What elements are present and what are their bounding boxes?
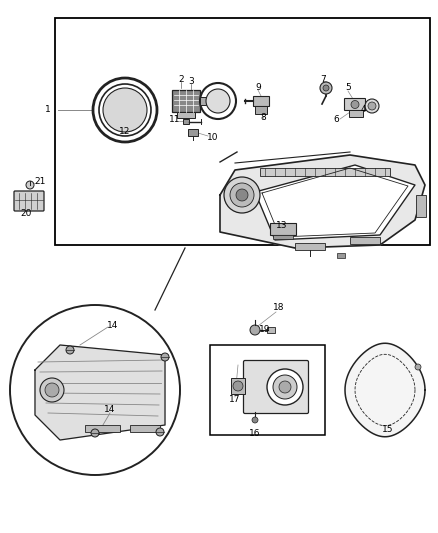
Polygon shape	[345, 343, 425, 437]
FancyBboxPatch shape	[177, 112, 195, 118]
FancyBboxPatch shape	[416, 195, 426, 217]
Text: 10: 10	[207, 133, 219, 142]
Circle shape	[230, 183, 254, 207]
FancyBboxPatch shape	[244, 360, 308, 414]
FancyBboxPatch shape	[85, 425, 120, 432]
FancyBboxPatch shape	[337, 253, 345, 258]
Text: 21: 21	[34, 176, 46, 185]
Circle shape	[156, 428, 164, 436]
Circle shape	[368, 102, 376, 110]
Circle shape	[99, 84, 151, 136]
Circle shape	[279, 381, 291, 393]
Circle shape	[206, 89, 230, 113]
Circle shape	[252, 417, 258, 423]
Text: 5: 5	[345, 84, 351, 93]
FancyBboxPatch shape	[267, 327, 275, 333]
FancyBboxPatch shape	[210, 345, 325, 435]
Text: 20: 20	[20, 209, 32, 219]
Circle shape	[91, 429, 99, 437]
Circle shape	[40, 378, 64, 402]
Circle shape	[224, 177, 260, 213]
Text: 2: 2	[178, 76, 184, 85]
FancyBboxPatch shape	[130, 425, 160, 432]
Text: 17: 17	[229, 394, 241, 403]
Text: 8: 8	[260, 114, 266, 123]
Text: 19: 19	[259, 325, 271, 334]
Polygon shape	[35, 345, 165, 440]
Text: 1: 1	[45, 106, 51, 115]
Circle shape	[103, 88, 147, 132]
FancyBboxPatch shape	[200, 97, 210, 105]
Circle shape	[161, 353, 169, 361]
FancyBboxPatch shape	[253, 96, 269, 106]
Text: 16: 16	[249, 429, 261, 438]
FancyBboxPatch shape	[231, 378, 245, 394]
Circle shape	[320, 82, 332, 94]
Circle shape	[267, 369, 303, 405]
Circle shape	[66, 346, 74, 354]
FancyBboxPatch shape	[14, 191, 44, 211]
Text: 3: 3	[188, 77, 194, 86]
FancyBboxPatch shape	[172, 90, 200, 112]
Circle shape	[415, 364, 421, 370]
Text: 7: 7	[320, 75, 326, 84]
Circle shape	[10, 305, 180, 475]
Text: 18: 18	[273, 303, 285, 312]
Circle shape	[200, 83, 236, 119]
Circle shape	[45, 383, 59, 397]
Text: 4: 4	[360, 106, 366, 115]
Circle shape	[250, 325, 260, 335]
Text: 14: 14	[104, 406, 116, 415]
FancyBboxPatch shape	[260, 168, 390, 176]
Circle shape	[273, 375, 297, 399]
Polygon shape	[220, 155, 425, 248]
FancyBboxPatch shape	[270, 223, 296, 235]
Circle shape	[26, 181, 34, 189]
Text: 9: 9	[255, 83, 261, 92]
FancyBboxPatch shape	[349, 110, 363, 117]
Circle shape	[323, 85, 329, 91]
Circle shape	[351, 101, 359, 109]
FancyBboxPatch shape	[350, 237, 380, 244]
Text: 12: 12	[119, 127, 131, 136]
FancyBboxPatch shape	[188, 129, 198, 136]
Circle shape	[365, 99, 379, 113]
Polygon shape	[255, 165, 415, 240]
Text: 6: 6	[333, 116, 339, 125]
Text: 13: 13	[276, 221, 288, 230]
Circle shape	[93, 78, 157, 142]
Text: 14: 14	[107, 320, 119, 329]
FancyBboxPatch shape	[183, 119, 189, 124]
FancyBboxPatch shape	[55, 18, 430, 245]
Circle shape	[236, 189, 248, 201]
FancyBboxPatch shape	[255, 106, 267, 114]
Text: 15: 15	[382, 425, 394, 434]
FancyBboxPatch shape	[295, 243, 325, 250]
Circle shape	[233, 381, 243, 391]
FancyBboxPatch shape	[345, 99, 365, 110]
Text: 11: 11	[169, 115, 181, 124]
FancyBboxPatch shape	[273, 235, 293, 239]
